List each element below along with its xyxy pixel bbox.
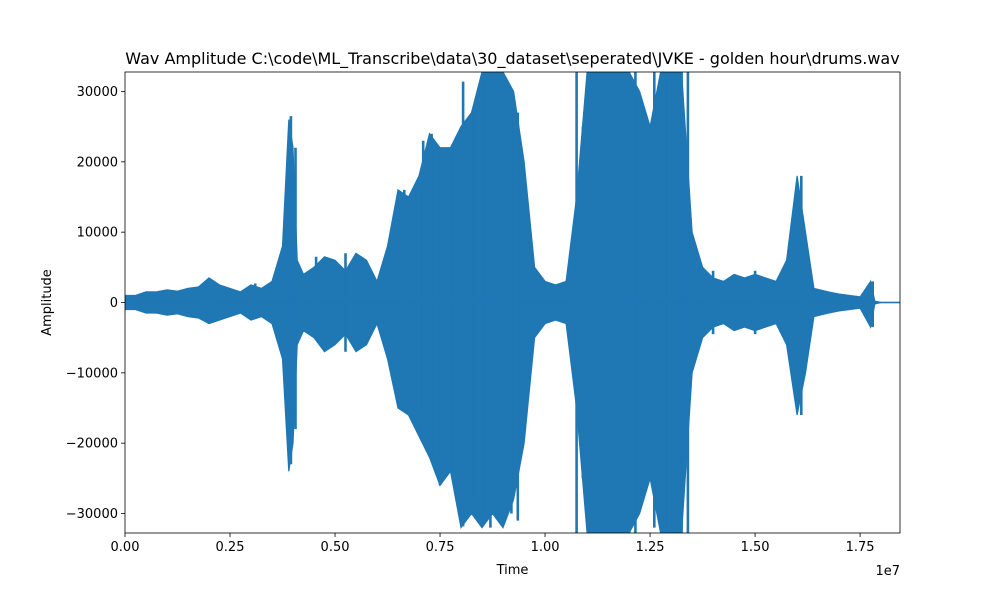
y-tick-label: 0 [110,296,118,311]
chart-title: Wav Amplitude C:\code\ML_Transcribe\data… [125,49,899,69]
y-tick-label: −10000 [66,366,118,381]
y-tick-label: 20000 [77,155,118,170]
x-tick-label: 1.25 [636,540,665,555]
x-tick-label: 0.25 [216,540,245,555]
y-tick-label: 30000 [77,85,118,100]
x-tick-label: 1.75 [846,540,875,555]
plot-frame [124,71,901,534]
x-tick-label: 0.00 [111,540,140,555]
x-tick-label: 0.50 [321,540,350,555]
y-axis-label: Amplitude [40,269,55,336]
x-tick-label: 1.00 [531,540,560,555]
axis-ticks: 0.00 0.25 0.50 0.75 1.00 1.25 1.50 1.75 −30000 −2… [66,85,875,555]
y-tick-label: −20000 [66,437,118,452]
plot-area [125,72,900,533]
x-axis-label: Time [496,563,529,578]
y-tick-label: −30000 [66,507,118,522]
y-tick-label: 10000 [77,226,118,241]
x-tick-label: 1.50 [741,540,770,555]
x-offset-label: 1e7 [875,564,900,579]
x-tick-label: 0.75 [426,540,455,555]
